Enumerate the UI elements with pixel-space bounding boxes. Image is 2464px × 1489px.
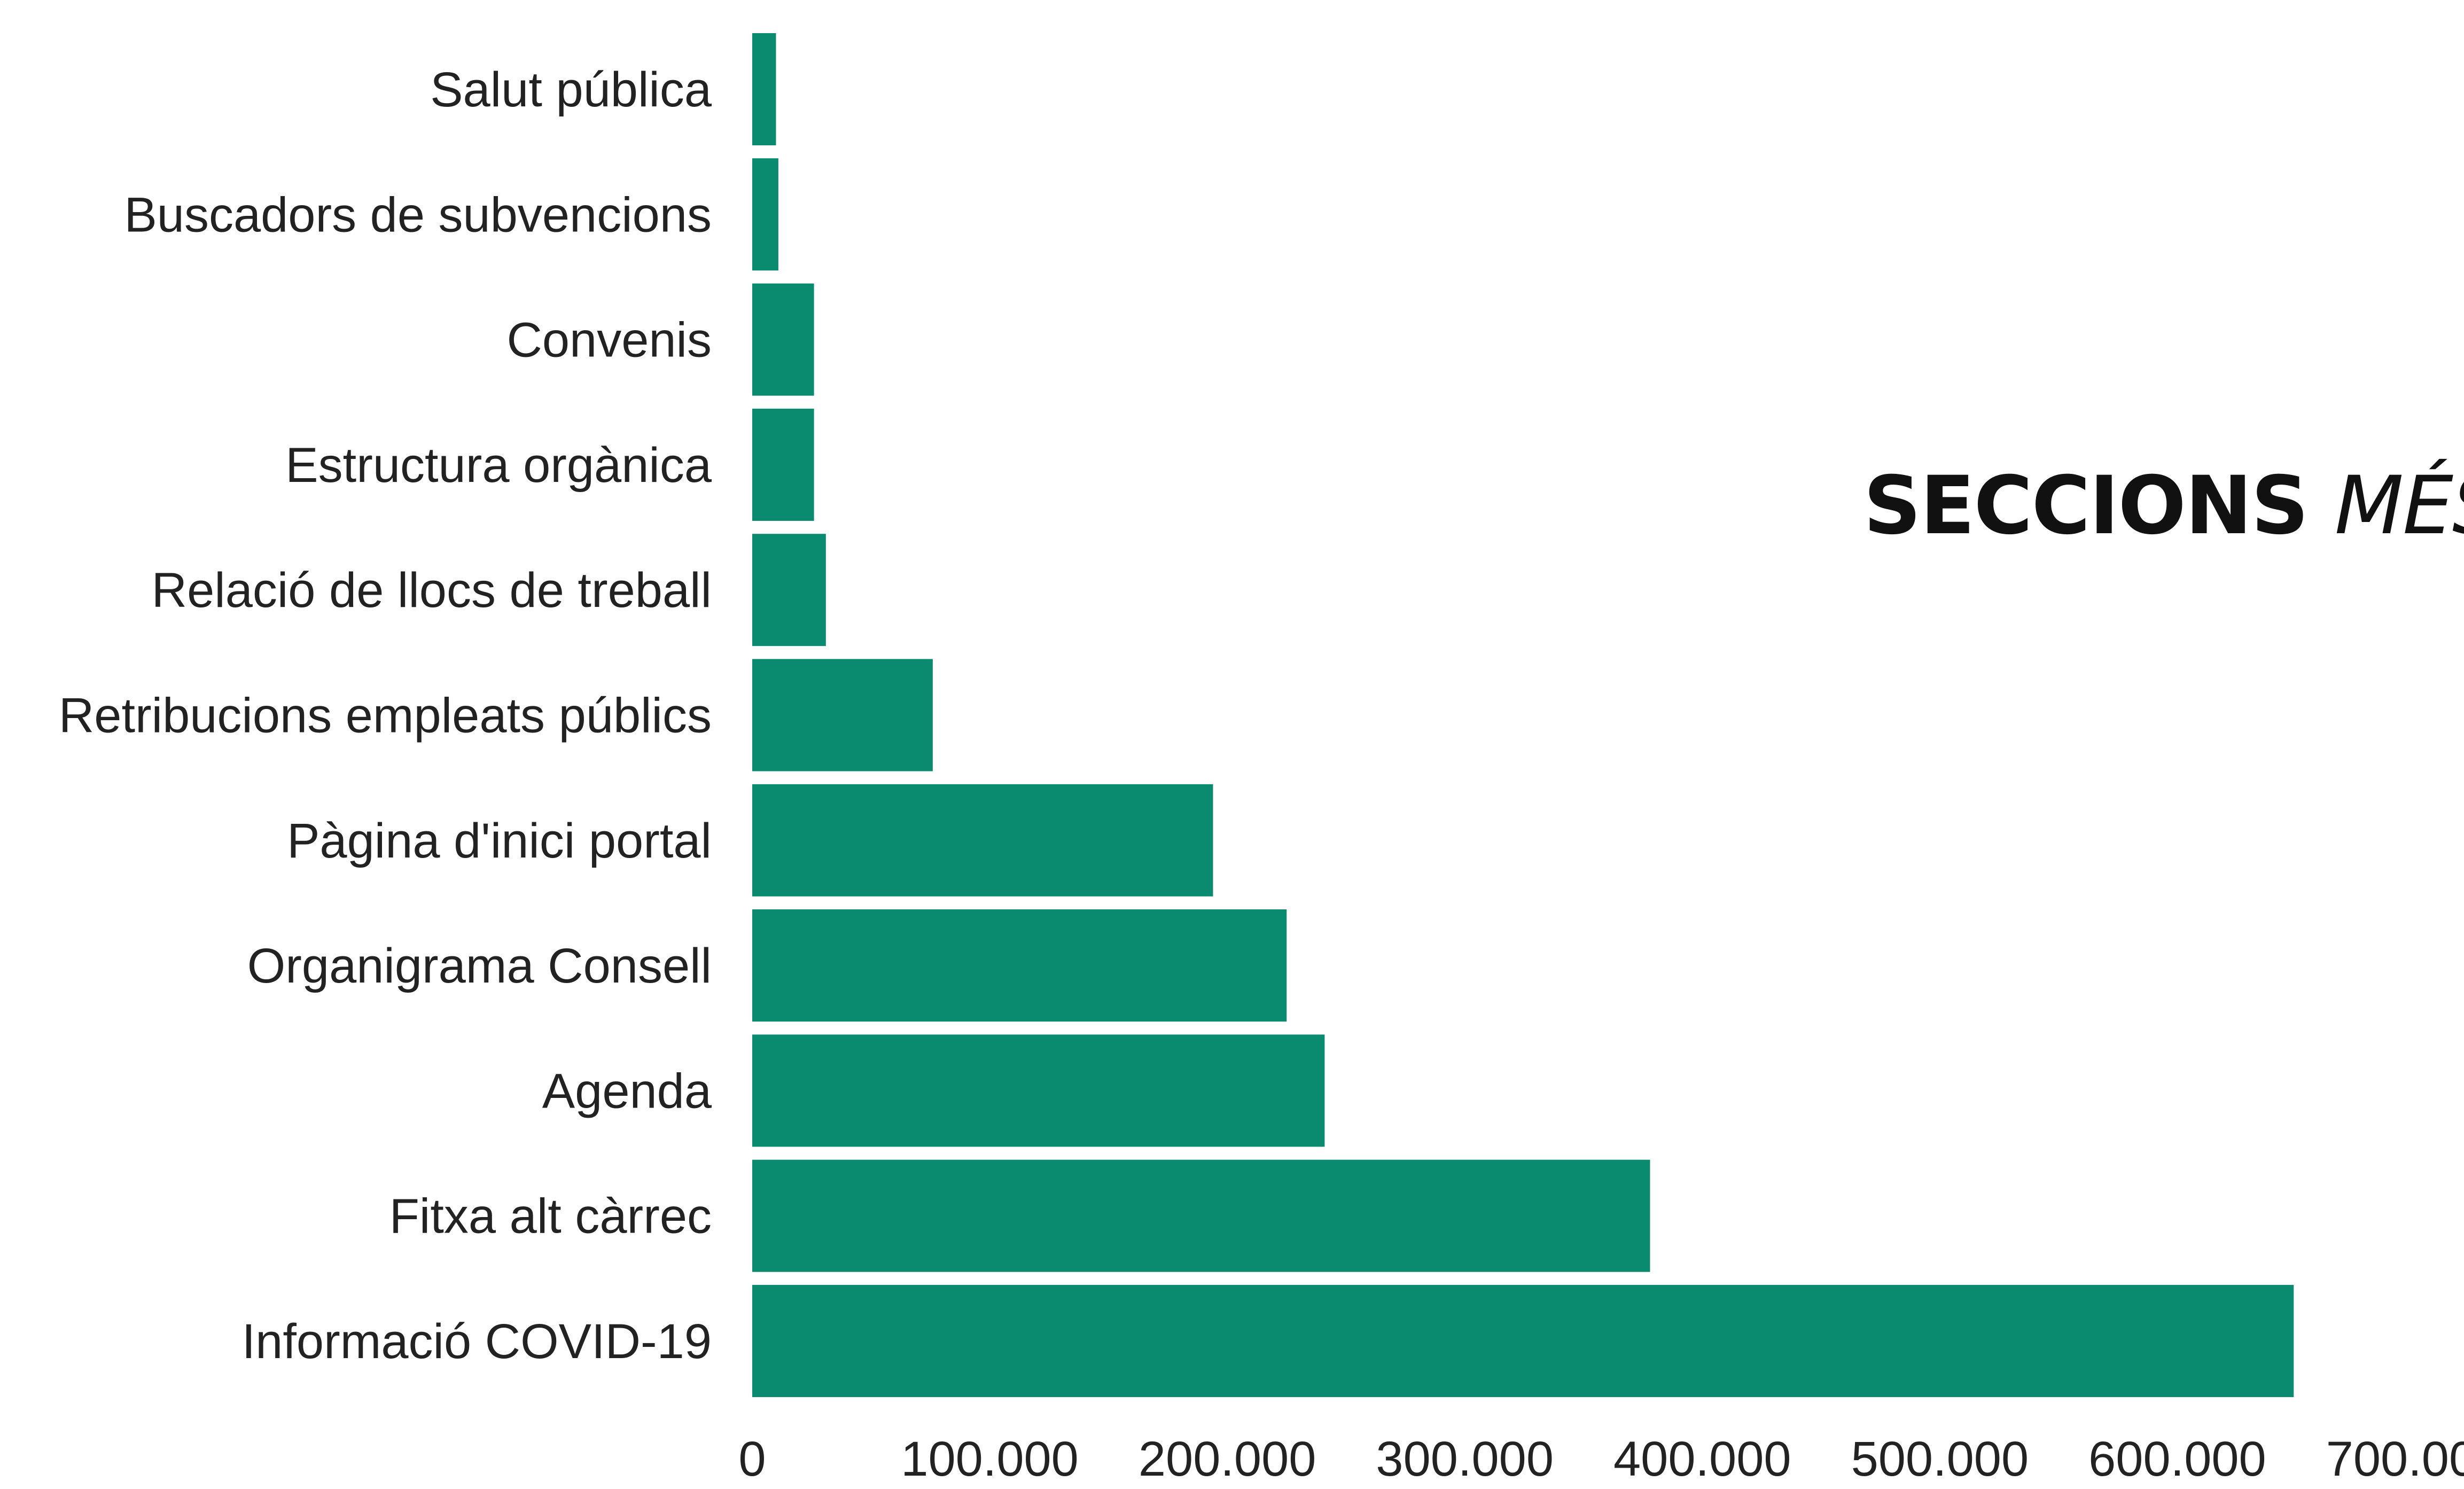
x-axis-ticks: 0 100.000 200.000 300.000 400.000 500.000 600.… [738,1432,2464,1486]
chart-title-part1: SECCIONS [1863,459,2309,552]
category-label: Estructura orgànica [285,438,712,493]
category-label: Relació de llocs de treball [152,563,712,618]
category-label: Organigrama Consell [247,939,712,993]
x-tick-label: 200.000 [1139,1432,1316,1486]
category-label: Buscadors de subvencions [124,188,712,242]
bar [752,534,826,646]
category-label: Convenis [506,313,712,368]
bar [752,1159,1650,1272]
x-tick-label: 700.000 [2326,1432,2464,1486]
bar [752,784,1213,896]
category-label: Fitxa alt càrrec [389,1189,712,1244]
x-tick-label: 300.000 [1376,1432,1554,1486]
x-tick-label: 600.000 [2088,1432,2266,1486]
x-tick-label: 0 [738,1432,766,1486]
bar [752,283,814,396]
x-tick-label: 100.000 [901,1432,1079,1486]
bar [752,408,814,521]
chart-title: SECCIONS MÉS [1863,459,2464,552]
chart-title-part2: MÉS [2334,459,2464,552]
bar [752,1285,2294,1397]
bar [752,158,778,271]
bar [752,1034,1325,1147]
category-label: Salut pública [430,63,712,117]
bars-group [752,33,2294,1397]
x-tick-label: 500.000 [1851,1432,2029,1486]
bar [752,33,776,145]
category-labels: Salut pública Buscadors de subvencions Con… [59,63,712,1369]
bar [752,909,1287,1022]
category-label: Pàgina d'inici portal [287,814,712,868]
category-label: Retribucions empleats públics [59,689,712,743]
bar [752,659,933,771]
category-label: Agenda [542,1064,712,1118]
category-label: Informació COVID-19 [242,1314,712,1369]
x-tick-label: 400.000 [1613,1432,1791,1486]
